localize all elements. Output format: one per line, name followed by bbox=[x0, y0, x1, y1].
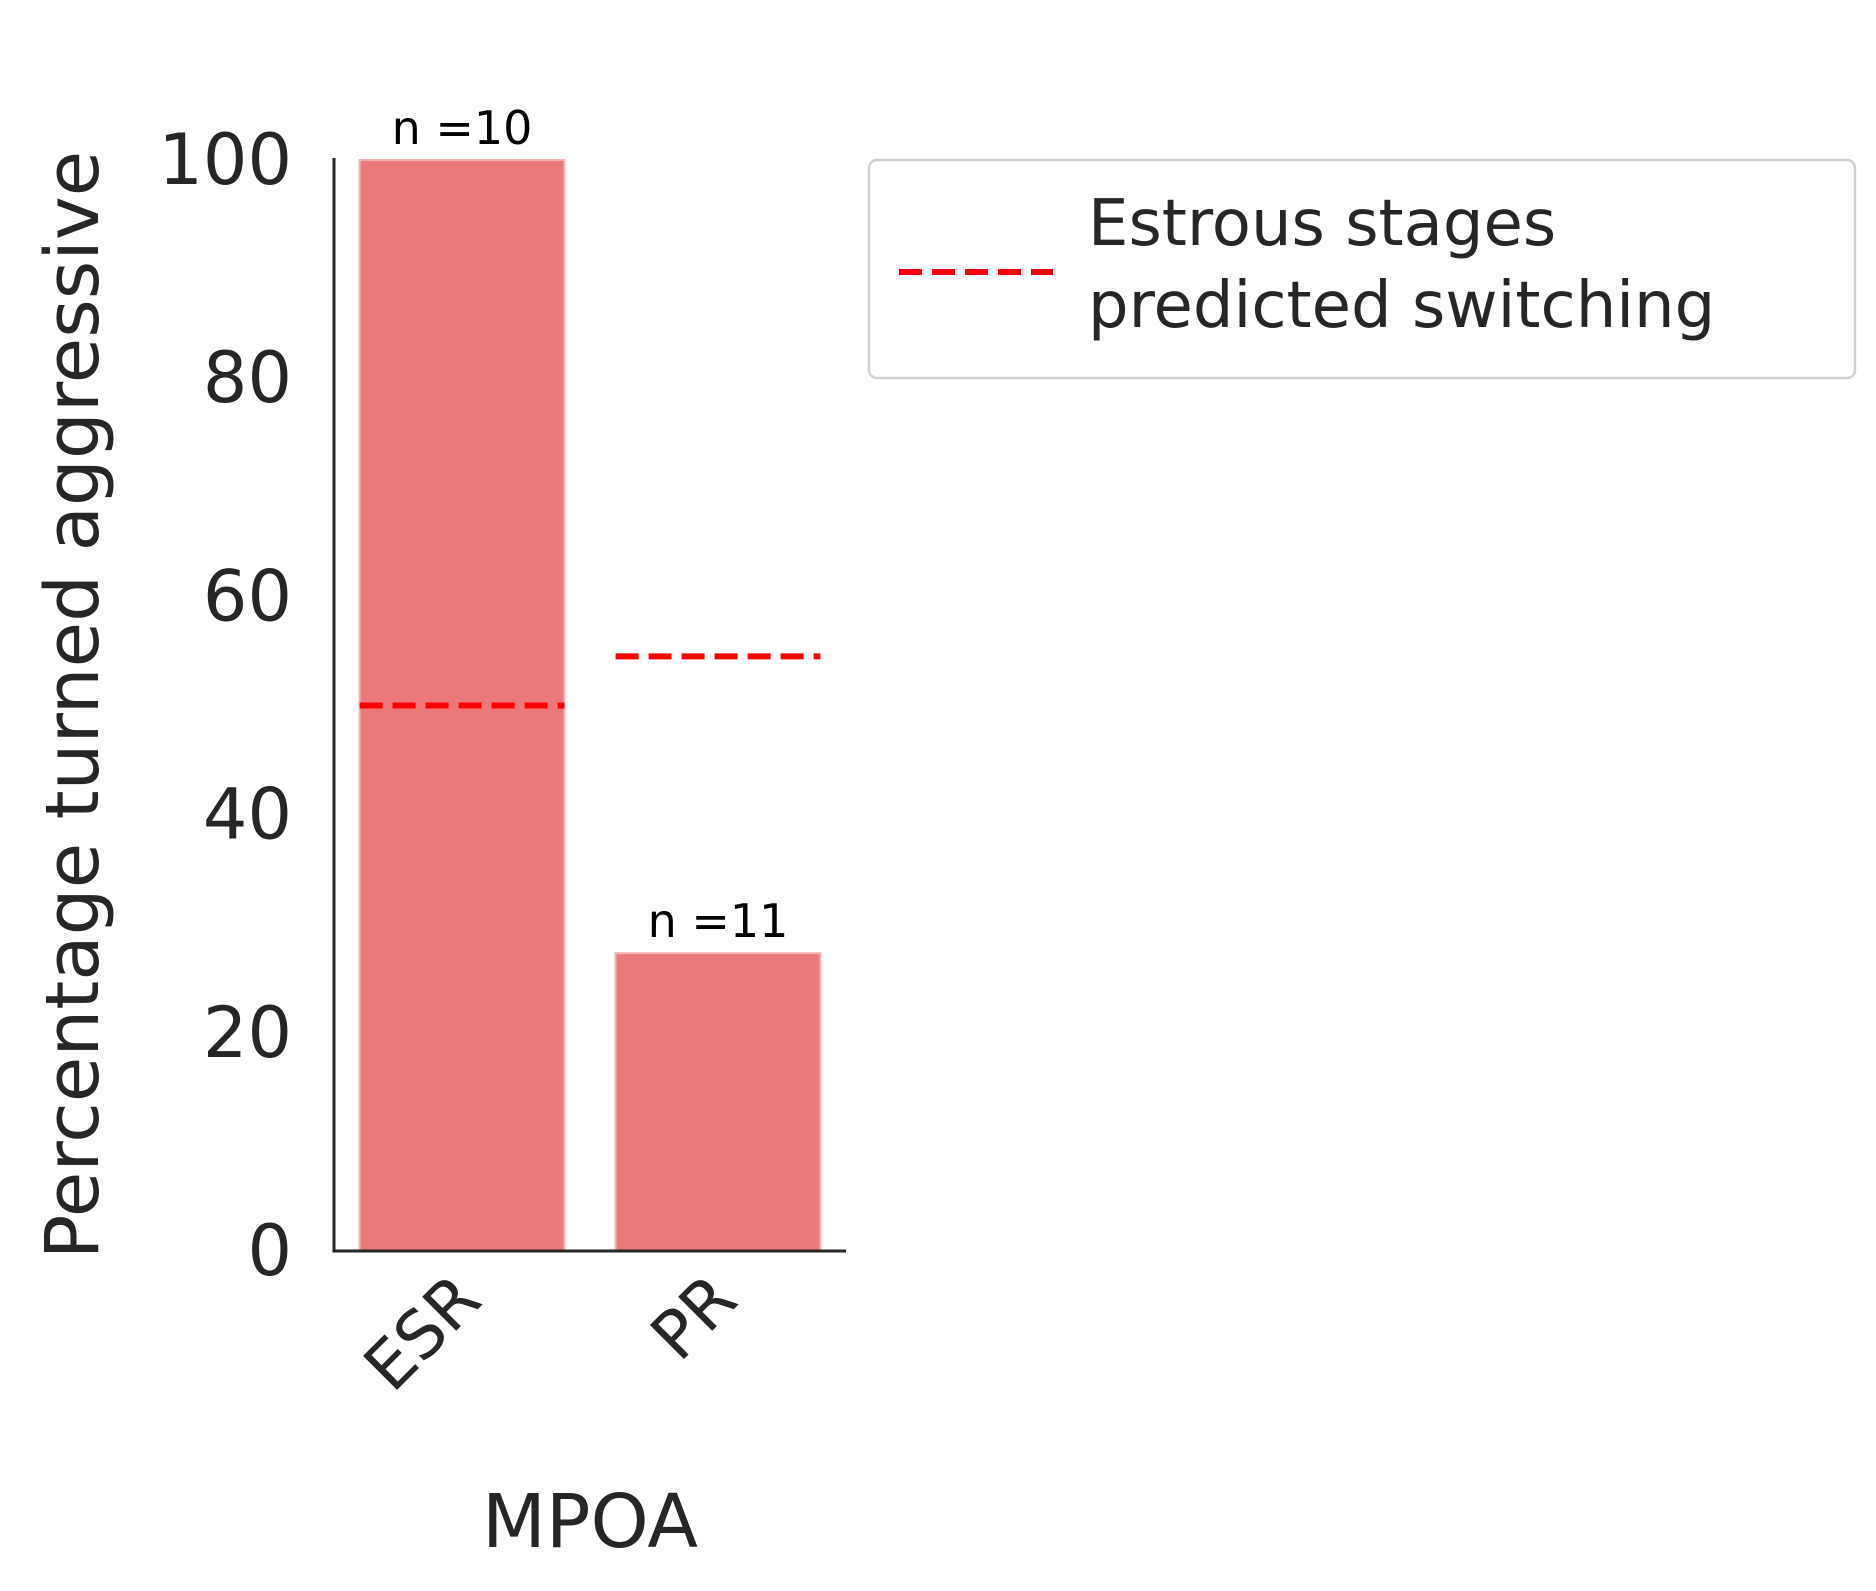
predicted-lines-group bbox=[359, 653, 821, 709]
x-tick-label-pr: PR bbox=[636, 1260, 751, 1375]
legend-label-line1: Estrous stages bbox=[1088, 187, 1556, 261]
y-axis-label: Percentage turned aggressive bbox=[30, 151, 116, 1259]
y-tick-label-80: 80 bbox=[203, 337, 292, 419]
y-tick-label-60: 60 bbox=[203, 555, 292, 637]
legend-label-line2: predicted switching bbox=[1088, 269, 1715, 343]
y-tick-label-40: 40 bbox=[203, 774, 292, 856]
bar-label-pr: n =11 bbox=[648, 894, 789, 948]
bar-pr bbox=[614, 952, 822, 1252]
legend-frame bbox=[867, 158, 1857, 380]
x-tick-label-esr: ESR bbox=[349, 1260, 495, 1406]
x-ticks-group: ESR PR bbox=[349, 1260, 751, 1406]
y-ticks-group: 0 20 40 60 80 100 bbox=[158, 119, 292, 1292]
y-tick-label-0: 0 bbox=[247, 1210, 292, 1292]
x-axis-label: MPOA bbox=[482, 1479, 698, 1565]
bar-label-esr: n =10 bbox=[392, 101, 533, 155]
legend: Estrous stages predicted switching bbox=[867, 158, 1857, 380]
bar-labels-group: n =10 n =11 bbox=[392, 101, 789, 948]
y-tick-label-20: 20 bbox=[203, 992, 292, 1074]
y-tick-label-100: 100 bbox=[158, 119, 292, 201]
